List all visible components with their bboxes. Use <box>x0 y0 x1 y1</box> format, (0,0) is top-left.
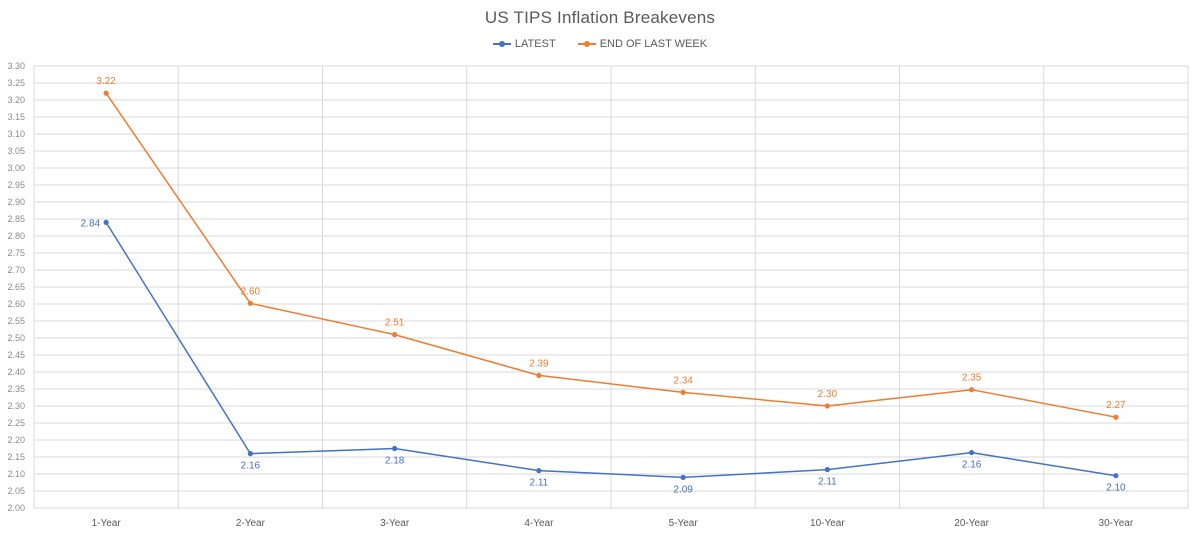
y-tick-label: 2.25 <box>7 418 25 428</box>
data-label-end-of-last-week: 3.22 <box>96 76 116 87</box>
data-point-latest <box>680 474 686 480</box>
x-tick-label: 1-Year <box>92 518 122 529</box>
data-label-latest: 2.84 <box>81 218 101 229</box>
x-tick-label: 4-Year <box>524 518 554 529</box>
y-tick-label: 3.30 <box>7 61 25 71</box>
data-label-end-of-last-week: 2.27 <box>1106 400 1126 411</box>
data-point-end-of-last-week <box>247 300 253 306</box>
x-tick-label: 2-Year <box>236 518 266 529</box>
legend: LATEST END OF LAST WEEK <box>0 38 1200 50</box>
legend-swatch-end-of-last-week <box>577 39 596 49</box>
legend-swatch-latest <box>492 39 511 49</box>
y-tick-label: 2.80 <box>7 231 25 241</box>
legend-item-latest: LATEST <box>492 38 556 50</box>
data-label-latest: 2.09 <box>673 484 693 495</box>
y-tick-label: 3.05 <box>7 146 25 156</box>
y-tick-label: 2.70 <box>7 265 25 275</box>
x-tick-label: 30-Year <box>1099 518 1134 529</box>
data-point-latest <box>247 451 253 457</box>
y-tick-label: 2.40 <box>7 367 25 377</box>
data-label-end-of-last-week: 2.51 <box>385 318 405 329</box>
y-tick-label: 2.20 <box>7 435 25 445</box>
series-line-end-of-last-week <box>105 92 1117 418</box>
y-tick-label: 2.75 <box>7 248 25 258</box>
x-tick-label: 3-Year <box>380 518 410 529</box>
y-tick-label: 3.15 <box>7 112 25 122</box>
legend-label-end-of-last-week: END OF LAST WEEK <box>599 38 708 50</box>
data-label-end-of-last-week: 2.60 <box>241 286 261 297</box>
y-tick-label: 2.85 <box>7 214 25 224</box>
legend-label-latest: LATEST <box>514 38 556 50</box>
y-tick-label: 2.65 <box>7 282 25 292</box>
data-label-end-of-last-week: 2.34 <box>673 375 693 386</box>
y-tick-label: 3.10 <box>7 129 25 139</box>
data-label-end-of-last-week: 2.35 <box>962 373 982 384</box>
y-tick-label: 2.35 <box>7 384 25 394</box>
data-label-end-of-last-week: 2.30 <box>818 389 838 400</box>
chart-title: US TIPS Inflation Breakevens <box>484 8 716 27</box>
y-tick-label: 2.00 <box>7 503 25 513</box>
y-tick-label: 2.45 <box>7 350 25 360</box>
data-point-end-of-last-week <box>103 90 109 96</box>
data-point-latest <box>1113 473 1119 479</box>
y-tick-label: 2.05 <box>7 486 25 496</box>
x-tick-label: 20-Year <box>954 518 989 529</box>
data-point-end-of-last-week <box>1113 414 1119 420</box>
data-point-end-of-last-week <box>536 372 542 378</box>
data-point-end-of-last-week <box>680 389 686 395</box>
data-label-latest: 2.11 <box>530 478 549 489</box>
data-label-latest: 2.16 <box>962 460 982 471</box>
y-tick-label: 3.20 <box>7 95 25 105</box>
data-point-latest <box>103 219 109 225</box>
y-tick-label: 2.95 <box>7 180 25 190</box>
y-tick-label: 3.25 <box>7 78 25 88</box>
data-label-latest: 2.16 <box>241 461 261 472</box>
y-tick-label: 3.00 <box>7 163 25 173</box>
legend-item-end-of-last-week: END OF LAST WEEK <box>577 38 708 50</box>
data-point-end-of-last-week <box>969 387 975 393</box>
y-tick-label: 2.50 <box>7 333 25 343</box>
data-point-latest <box>969 449 975 456</box>
data-point-end-of-last-week <box>392 332 398 338</box>
y-tick-label: 2.60 <box>7 299 25 309</box>
y-tick-label: 2.15 <box>7 452 25 462</box>
y-tick-label: 2.30 <box>7 401 25 411</box>
data-label-latest: 2.18 <box>385 456 405 467</box>
y-tick-label: 2.90 <box>7 197 25 207</box>
data-point-latest <box>536 468 542 474</box>
series-line-latest <box>105 222 1117 479</box>
data-point-latest <box>392 445 398 452</box>
y-tick-label: 2.10 <box>7 469 25 479</box>
data-point-latest <box>824 466 830 473</box>
data-label-latest: 2.11 <box>818 477 837 488</box>
x-tick-label: 5-Year <box>669 518 699 529</box>
x-tick-label: 10-Year <box>810 518 845 529</box>
data-label-end-of-last-week: 2.39 <box>529 358 549 369</box>
data-point-end-of-last-week <box>824 403 830 409</box>
y-tick-label: 2.55 <box>7 316 25 326</box>
data-label-latest: 2.10 <box>1106 483 1126 494</box>
